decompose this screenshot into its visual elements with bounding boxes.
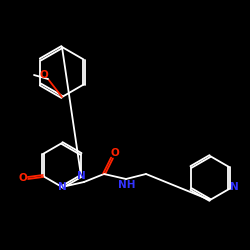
Text: O: O bbox=[110, 148, 120, 158]
Text: N: N bbox=[230, 182, 238, 192]
Text: N: N bbox=[77, 171, 86, 181]
Text: O: O bbox=[18, 173, 27, 183]
Text: NH: NH bbox=[118, 180, 136, 190]
Text: O: O bbox=[40, 70, 48, 80]
Text: N: N bbox=[58, 182, 66, 192]
